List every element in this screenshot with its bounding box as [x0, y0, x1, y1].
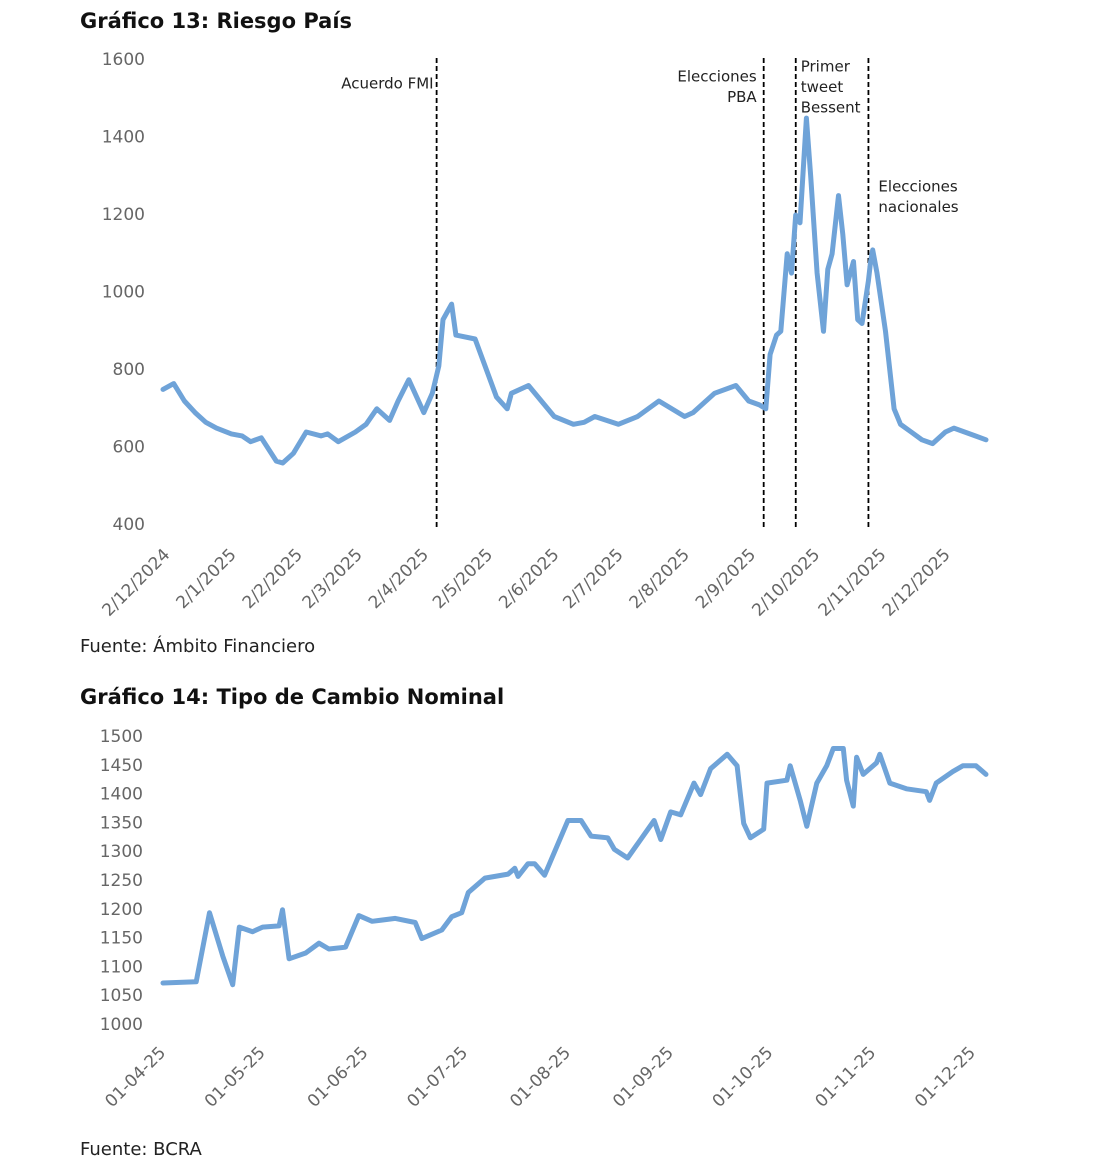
x-tick-label: 01-07-25	[403, 1043, 472, 1112]
chart-title: Gráfico 14: Tipo de Cambio Nominal	[80, 685, 504, 709]
y-tick-label: 1000	[100, 1015, 143, 1035]
x-tick-label: 2/12/2025	[879, 545, 955, 621]
y-tick-label: 1600	[102, 50, 145, 70]
chart-title: Gráfico 13: Riesgo País	[80, 9, 352, 33]
y-tick-label: 1250	[100, 871, 143, 891]
x-tick-label: 01-11-25	[812, 1043, 881, 1112]
event-label: Primer	[801, 58, 851, 76]
y-tick-label: 800	[113, 360, 145, 380]
x-tick-label: 01-10-25	[709, 1043, 778, 1112]
event-label: tweet	[801, 78, 844, 96]
event-label: PBA	[727, 88, 757, 106]
y-tick-label: 1200	[100, 900, 143, 920]
x-tick-label: 2/3/2025	[299, 545, 367, 613]
y-tick-label: 1100	[100, 957, 143, 977]
x-tick-label: 2/2/2025	[239, 545, 307, 613]
y-tick-label: 1400	[100, 785, 143, 805]
y-tick-label: 1400	[102, 128, 145, 148]
line	[160, 115, 989, 466]
event-label: Elecciones	[878, 178, 957, 196]
x-tick-label: 01-04-25	[101, 1043, 170, 1112]
y-tick-label: 1200	[102, 205, 145, 225]
y-tick-label: 1300	[100, 842, 143, 862]
x-tick-label: 2/11/2025	[815, 545, 891, 621]
x-tick-label: 2/6/2025	[495, 545, 563, 613]
x-tick-label: 2/8/2025	[626, 545, 694, 613]
x-tick-label: 01-08-25	[506, 1043, 575, 1112]
x-tick-label: 2/5/2025	[429, 545, 497, 613]
event-label: Acuerdo FMI	[341, 75, 433, 93]
y-tick-label: 600	[113, 438, 145, 458]
x-tick-label: 2/1/2025	[172, 545, 240, 613]
event-label: Elecciones	[677, 68, 756, 86]
x-tick-label: 01-06-25	[304, 1043, 373, 1112]
source: Fuente: Ámbito Financiero	[80, 635, 315, 657]
y-tick-label: 1050	[100, 986, 143, 1006]
x-tick-label: 2/9/2025	[692, 545, 760, 613]
x-tick-label: 01-12-25	[911, 1043, 980, 1112]
y-tick-label: 1000	[102, 283, 145, 303]
y-tick-label: 1500	[100, 727, 143, 747]
x-tick-label: 2/10/2025	[748, 545, 824, 621]
line	[160, 746, 989, 988]
event-label: nacionales	[878, 198, 958, 216]
x-tick-label: 2/4/2025	[365, 545, 433, 613]
y-tick-label: 1150	[100, 929, 143, 949]
x-tick-label: 2/12/2024	[99, 545, 175, 621]
y-tick-label: 1450	[100, 756, 143, 776]
x-tick-label: 2/7/2025	[559, 545, 627, 613]
y-tick-label: 1350	[100, 813, 143, 833]
y-tick-label: 400	[113, 515, 145, 535]
x-tick-label: 01-09-25	[609, 1043, 678, 1112]
source: Fuente: BCRA	[80, 1139, 203, 1160]
x-tick-label: 01-05-25	[201, 1043, 270, 1112]
event-label: Bessent	[801, 99, 861, 117]
